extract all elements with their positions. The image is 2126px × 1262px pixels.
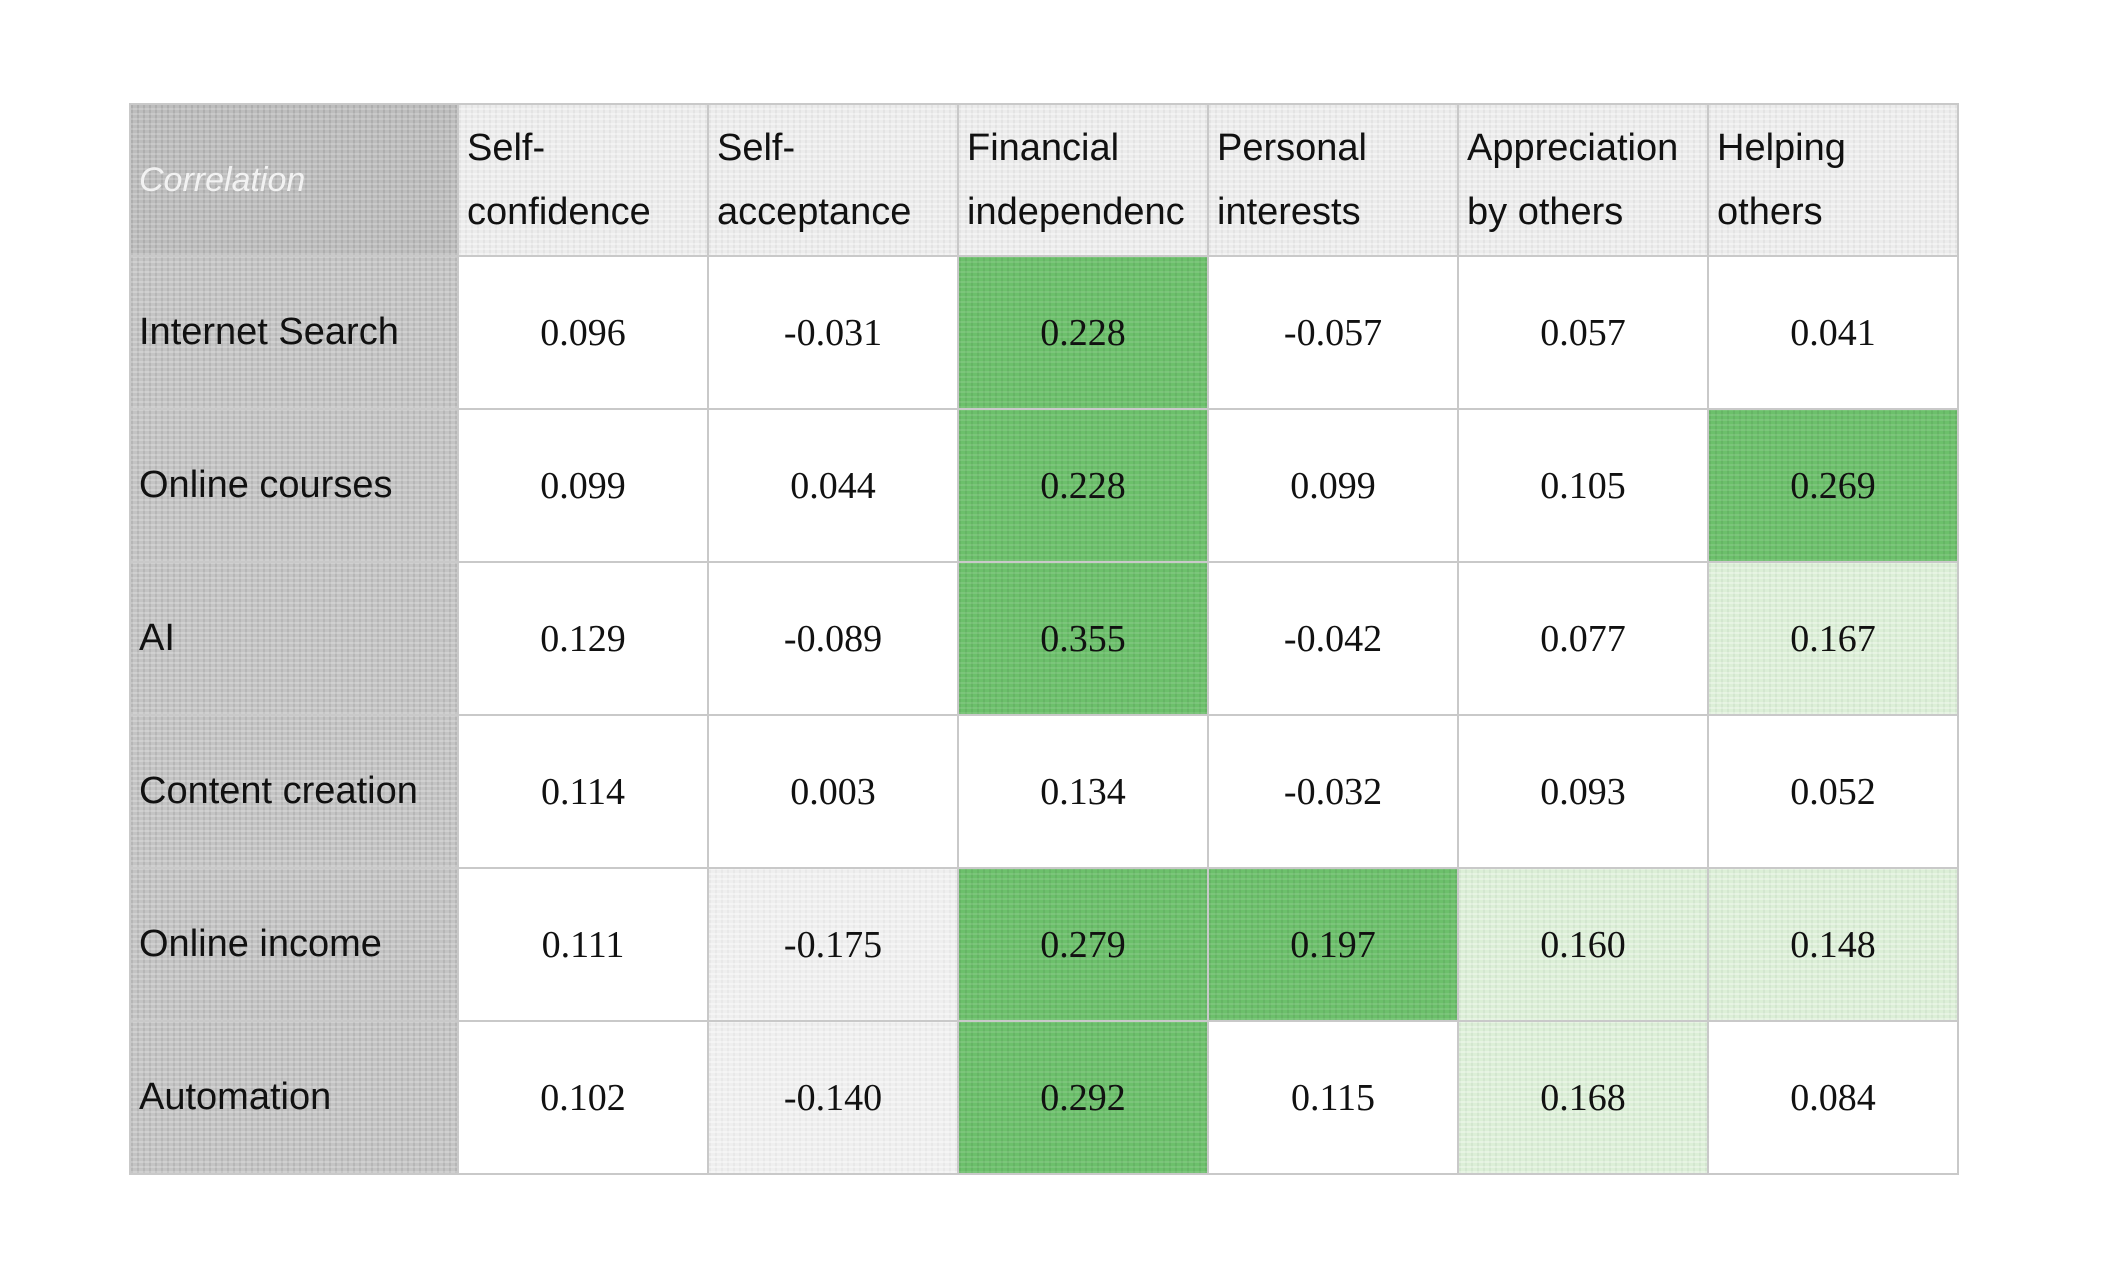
column-header-6: Helping others (1707, 103, 1959, 257)
correlation-value-cell: -0.089 (707, 561, 959, 716)
correlation-value-cell: -0.042 (1207, 561, 1459, 716)
correlation-value-cell: 0.093 (1457, 714, 1709, 869)
column-header-line: acceptance (717, 191, 912, 233)
correlation-value-cell: 0.279 (957, 867, 1209, 1022)
correlation-value-cell: 0.044 (707, 408, 959, 563)
table-row: Automation 0.102 -0.140 0.292 0.115 0.168 0.08… (129, 1020, 1959, 1175)
column-header-line: independenc (967, 191, 1185, 233)
column-header-line: by others (1467, 191, 1624, 233)
correlation-value-cell: 0.077 (1457, 561, 1709, 716)
correlation-table: Correlation Self-confidence Self-acceptan… (129, 103, 1959, 1175)
correlation-value-cell: 0.269 (1707, 408, 1959, 563)
column-header-4: Personal interests (1207, 103, 1459, 257)
column-header-line: interests (1217, 191, 1361, 233)
correlation-value-cell: 0.084 (1707, 1020, 1959, 1175)
correlation-value-cell: 0.228 (957, 408, 1209, 563)
column-header-5: Appreciation by others (1457, 103, 1709, 257)
table-row: Online income 0.111 -0.175 0.279 0.197 0.160 0… (129, 867, 1959, 1022)
correlation-value-cell: 0.292 (957, 1020, 1209, 1175)
correlation-value-cell: 0.111 (457, 867, 709, 1022)
correlation-value-cell: 0.134 (957, 714, 1209, 869)
row-header: Automation (129, 1020, 459, 1175)
correlation-value-cell: 0.160 (1457, 867, 1709, 1022)
correlation-value-cell: 0.167 (1707, 561, 1959, 716)
column-header-line: confidence (467, 191, 651, 233)
correlation-value-cell: -0.175 (707, 867, 959, 1022)
row-header: Online income (129, 867, 459, 1022)
correlation-value-cell: 0.129 (457, 561, 709, 716)
correlation-value-cell: 0.197 (1207, 867, 1459, 1022)
correlation-value-cell: -0.140 (707, 1020, 959, 1175)
column-header-line: Financial (967, 127, 1120, 169)
correlation-value-cell: 0.148 (1707, 867, 1959, 1022)
correlation-value-cell: 0.041 (1707, 255, 1959, 410)
correlation-value-cell: 0.099 (457, 408, 709, 563)
table-row: Online courses 0.099 0.044 0.228 0.099 0.105 0… (129, 408, 1959, 563)
column-header-line: others (1717, 191, 1823, 233)
correlation-table-body: Correlation Self-confidence Self-acceptan… (129, 103, 1959, 1175)
correlation-value-cell: 0.105 (1457, 408, 1709, 563)
row-header: Internet Search (129, 255, 459, 410)
correlation-value-cell: 0.052 (1707, 714, 1959, 869)
correlation-value-cell: 0.003 (707, 714, 959, 869)
correlation-value-cell: 0.057 (1457, 255, 1709, 410)
row-header: Online courses (129, 408, 459, 563)
correlation-value-cell: 0.355 (957, 561, 1209, 716)
correlation-value-cell: 0.115 (1207, 1020, 1459, 1175)
table-row: Content creation 0.114 0.003 0.134 -0.032 0.0… (129, 714, 1959, 869)
row-header: Content creation (129, 714, 459, 869)
row-header: AI (129, 561, 459, 716)
correlation-value-cell: 0.228 (957, 255, 1209, 410)
correlation-value-cell: 0.114 (457, 714, 709, 869)
column-header-line: Personal (1217, 127, 1367, 169)
correlation-value-cell: 0.168 (1457, 1020, 1709, 1175)
correlation-value-cell: 0.096 (457, 255, 709, 410)
column-header-row: Correlation Self-confidence Self-acceptan… (129, 103, 1959, 257)
correlation-value-cell: -0.032 (1207, 714, 1459, 869)
column-header-1: Self-confidence (457, 103, 709, 257)
table-row: Internet Search 0.096 -0.031 0.228 -0.057 0.0… (129, 255, 1959, 410)
table-row: AI 0.129 -0.089 0.355 -0.042 0.077 0.167 (129, 561, 1959, 716)
correlation-value-cell: -0.057 (1207, 255, 1459, 410)
column-header-line: Self- (467, 127, 546, 169)
column-header-3: Financial independenc (957, 103, 1209, 257)
column-header-line: Self- (717, 127, 796, 169)
correlation-value-cell: 0.102 (457, 1020, 709, 1175)
column-header-line: Appreciation (1467, 127, 1679, 169)
correlation-value-cell: -0.031 (707, 255, 959, 410)
correlation-value-cell: 0.099 (1207, 408, 1459, 563)
corner-label: Correlation (129, 103, 459, 257)
column-header-2: Self-acceptance (707, 103, 959, 257)
column-header-line: Helping (1717, 127, 1846, 169)
